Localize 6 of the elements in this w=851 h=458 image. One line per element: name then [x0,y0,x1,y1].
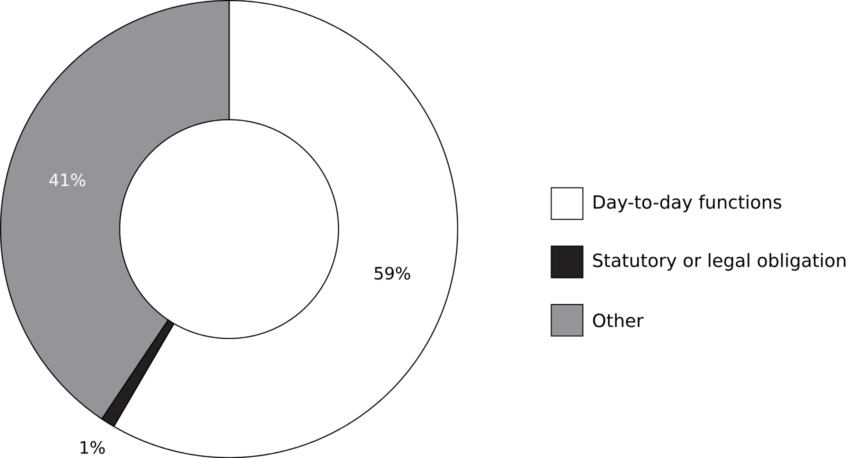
legend-label: Day-to-day functions [594,194,782,212]
data-label: 41% [49,173,86,186]
data-label: 59% [374,266,410,280]
legend-label: Statutory or legal obligation [593,253,846,271]
legend-label: Other [593,313,644,328]
data-label: 1% [80,440,105,454]
